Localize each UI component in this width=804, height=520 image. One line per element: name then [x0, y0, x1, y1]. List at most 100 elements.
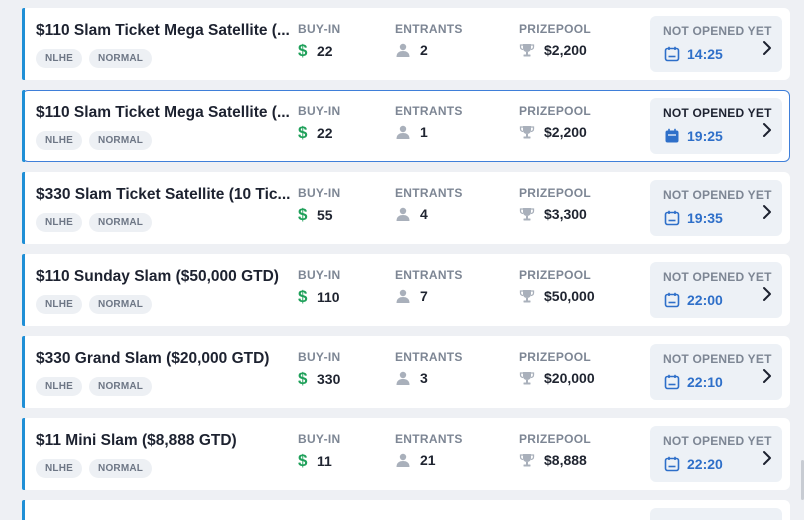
- buyin-label: BUY-IN: [298, 350, 341, 364]
- prizepool-value: $20,000: [544, 370, 595, 386]
- tournament-row[interactable]: $110 Sunday Slam ($50,000 GTD) NLHE NORMA…: [22, 254, 790, 326]
- tournament-title: $110 Sunday Slam ($50,000 GTD): [36, 268, 279, 285]
- status-text: NOT OPENED YET: [663, 434, 772, 448]
- prizepool-label: PRIZEPOOL: [519, 432, 592, 446]
- tournament-tags: NLHE NORMAL: [36, 377, 153, 396]
- trophy-icon: [519, 43, 535, 57]
- user-icon: [395, 125, 411, 139]
- dollar-icon: $: [298, 205, 308, 224]
- tournament-row[interactable]: $110 Slam Ticket Mega Satellite (... NLH…: [22, 8, 790, 80]
- prizepool-column: PRIZEPOOL $20,000: [519, 350, 595, 386]
- tag-badge: NLHE: [36, 131, 83, 150]
- dollar-icon: $: [298, 123, 308, 142]
- buyin-value: 110: [317, 288, 340, 305]
- chevron-right-icon[interactable]: [761, 40, 773, 56]
- entrants-label: ENTRANTS: [395, 432, 463, 446]
- trophy-icon: [519, 453, 535, 467]
- tournament-tags: NLHE NORMAL: [36, 131, 153, 150]
- buyin-column: BUY-IN $ 110: [298, 268, 340, 305]
- tag-badge: NLHE: [36, 459, 83, 478]
- entrants-value: 1: [420, 124, 428, 140]
- status-box[interactable]: NOT OPENED YET 19:35: [650, 180, 782, 236]
- entrants-column: ENTRANTS 2: [395, 22, 463, 58]
- prizepool-value: $2,200: [544, 42, 587, 58]
- prizepool-label: PRIZEPOOL: [519, 104, 592, 118]
- buyin-column: BUY-IN $ 55: [298, 186, 340, 223]
- calendar-icon: [664, 456, 680, 472]
- row-accent-bar: [22, 8, 25, 80]
- scrollbar[interactable]: [801, 460, 804, 500]
- chevron-right-icon[interactable]: [761, 122, 773, 138]
- status-box[interactable]: NOT OPENED YET 22:20: [650, 426, 782, 482]
- prizepool-value: $8,888: [544, 452, 587, 468]
- prizepool-value: $2,200: [544, 124, 587, 140]
- tag-badge: NLHE: [36, 213, 83, 232]
- buyin-column: BUY-IN $ 22: [298, 22, 340, 59]
- entrants-label: ENTRANTS: [395, 186, 463, 200]
- tournament-tags: NLHE NORMAL: [36, 459, 153, 478]
- row-accent-bar: [22, 500, 25, 520]
- status-text: NOT OPENED YET: [663, 270, 772, 284]
- start-time: 14:25: [687, 46, 723, 62]
- calendar-icon: [664, 46, 680, 62]
- buyin-label: BUY-IN: [298, 268, 341, 282]
- entrants-column: ENTRANTS 4: [395, 186, 463, 222]
- dollar-icon: $: [298, 287, 308, 306]
- buyin-column: BUY-IN $ 330: [298, 350, 340, 387]
- status-text: NOT OPENED YET: [663, 24, 772, 38]
- tournament-title: $110 Slam Ticket Mega Satellite (...: [36, 22, 290, 39]
- tag-badge: NORMAL: [89, 459, 153, 478]
- start-time: 19:35: [687, 210, 723, 226]
- entrants-label: ENTRANTS: [395, 104, 463, 118]
- user-icon: [395, 371, 411, 385]
- tournament-tags: NLHE NORMAL: [36, 295, 153, 314]
- tournament-title: $110 Slam Ticket Mega Satellite (...: [36, 104, 290, 121]
- status-box[interactable]: NOT OPENED YET 19:25: [650, 98, 782, 154]
- tag-badge: NLHE: [36, 49, 83, 68]
- dollar-icon: $: [298, 451, 308, 470]
- buyin-label: BUY-IN: [298, 186, 341, 200]
- prizepool-value: $3,300: [544, 206, 587, 222]
- chevron-right-icon[interactable]: [761, 286, 773, 302]
- buyin-column: BUY-IN $ 11: [298, 432, 340, 469]
- status-box[interactable]: [650, 508, 782, 520]
- trophy-icon: [519, 289, 535, 303]
- prizepool-column: PRIZEPOOL $2,200: [519, 104, 591, 140]
- entrants-label: ENTRANTS: [395, 350, 463, 364]
- chevron-right-icon[interactable]: [761, 204, 773, 220]
- status-text: NOT OPENED YET: [663, 188, 772, 202]
- status-text: NOT OPENED YET: [663, 352, 772, 366]
- status-box[interactable]: NOT OPENED YET 14:25: [650, 16, 782, 72]
- buyin-label: BUY-IN: [298, 432, 341, 446]
- user-icon: [395, 207, 411, 221]
- row-accent-bar: [22, 90, 25, 162]
- entrants-label: ENTRANTS: [395, 22, 463, 36]
- tournament-row[interactable]: $330 Slam Ticket Satellite (10 Tic... NL…: [22, 172, 790, 244]
- buyin-value: 55: [317, 206, 333, 223]
- status-box[interactable]: NOT OPENED YET 22:10: [650, 344, 782, 400]
- tournament-row[interactable]: [22, 500, 790, 520]
- dollar-icon: $: [298, 369, 308, 388]
- calendar-icon: [664, 128, 680, 144]
- tournament-row[interactable]: $11 Mini Slam ($8,888 GTD) NLHE NORMAL BU…: [22, 418, 790, 490]
- tournament-row[interactable]: $110 Slam Ticket Mega Satellite (... NLH…: [22, 90, 790, 162]
- buyin-value: 330: [317, 370, 341, 387]
- trophy-icon: [519, 371, 535, 385]
- tag-badge: NLHE: [36, 295, 83, 314]
- entrants-value: 4: [420, 206, 428, 222]
- start-time: 22:10: [687, 374, 723, 390]
- tournament-row[interactable]: $330 Grand Slam ($20,000 GTD) NLHE NORMAL…: [22, 336, 790, 408]
- status-box[interactable]: NOT OPENED YET 22:00: [650, 262, 782, 318]
- entrants-value: 2: [420, 42, 428, 58]
- chevron-right-icon[interactable]: [761, 368, 773, 384]
- prizepool-label: PRIZEPOOL: [519, 268, 592, 282]
- entrants-column: ENTRANTS 21: [395, 432, 463, 468]
- tournament-tags: NLHE NORMAL: [36, 49, 153, 68]
- buyin-column: BUY-IN $ 22: [298, 104, 340, 141]
- trophy-icon: [519, 125, 535, 139]
- buyin-label: BUY-IN: [298, 104, 341, 118]
- buyin-value: 22: [317, 124, 333, 141]
- chevron-right-icon[interactable]: [761, 450, 773, 466]
- tournament-title: $330 Slam Ticket Satellite (10 Tic...: [36, 186, 291, 203]
- row-accent-bar: [22, 418, 25, 490]
